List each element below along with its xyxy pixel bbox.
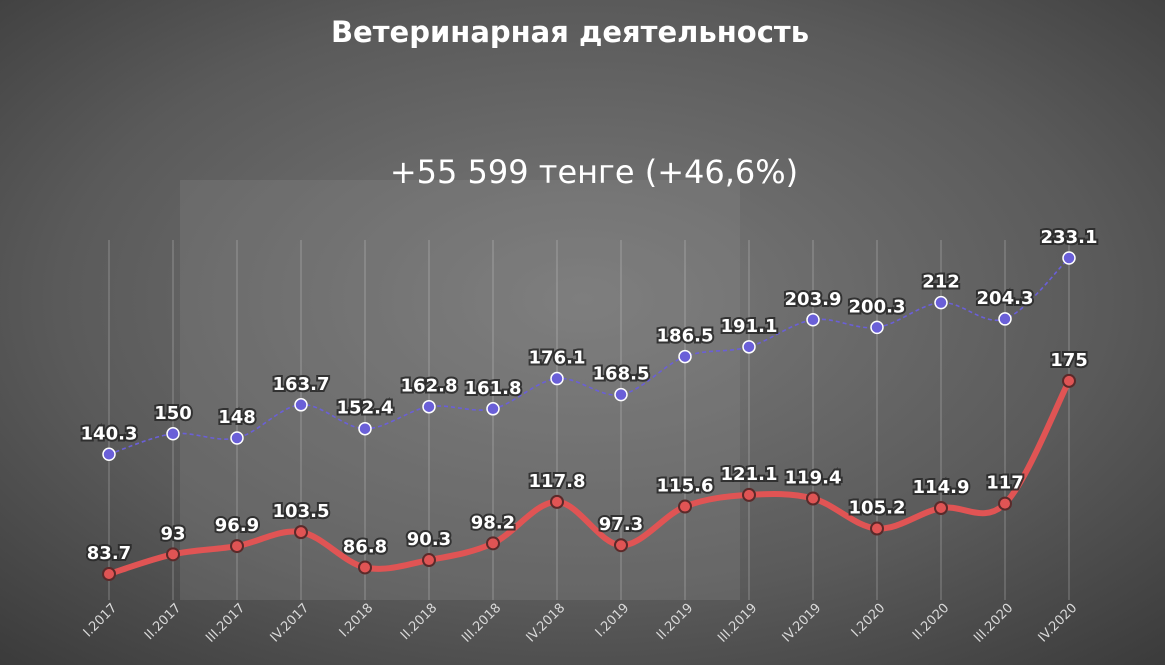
data-label: 175 <box>1050 350 1088 371</box>
point <box>934 295 948 310</box>
data-label: 103.5 <box>273 501 330 522</box>
point <box>294 525 308 540</box>
chart-subtitle: +55 599 тенге (+46,6%) <box>390 153 798 191</box>
data-label: 204.3 <box>977 288 1034 309</box>
point <box>614 538 628 553</box>
data-label: 105.2 <box>849 498 906 519</box>
data-label: 168.5 <box>593 364 650 385</box>
data-label: 117 <box>986 473 1024 494</box>
data-label: 140.3 <box>81 423 138 444</box>
point <box>998 496 1012 511</box>
data-label: 162.8 <box>401 376 458 397</box>
point <box>614 387 628 402</box>
series-line <box>108 257 1070 456</box>
data-label: 83.7 <box>87 543 131 564</box>
data-label: 119.4 <box>785 467 842 488</box>
point <box>1062 373 1076 388</box>
data-label: 176.1 <box>529 348 586 369</box>
point <box>358 421 372 436</box>
point <box>1062 251 1076 265</box>
data-label: 212 <box>922 272 960 293</box>
series-line <box>108 379 1072 577</box>
data-label: 191.1 <box>721 316 778 337</box>
point <box>166 547 180 562</box>
data-label: 93 <box>160 523 185 544</box>
data-label: 161.8 <box>465 378 522 399</box>
data-label: 114.9 <box>913 477 970 498</box>
point <box>102 447 116 462</box>
point <box>742 487 756 502</box>
point <box>870 521 884 536</box>
point <box>806 313 820 327</box>
data-label: 203.9 <box>785 289 842 310</box>
data-label: 86.8 <box>343 536 387 557</box>
point <box>550 494 564 509</box>
data-label: 150 <box>154 403 192 424</box>
point <box>294 398 308 412</box>
point <box>230 431 244 445</box>
data-label: 200.3 <box>849 296 906 317</box>
point <box>806 491 820 506</box>
point <box>422 553 436 568</box>
point <box>678 349 692 364</box>
background-blur <box>180 180 740 600</box>
point <box>934 501 948 516</box>
point <box>358 560 372 575</box>
data-label: 163.7 <box>273 374 330 395</box>
data-label: 152.4 <box>337 398 394 419</box>
data-label: 121.1 <box>721 464 778 485</box>
data-label: 96.9 <box>215 515 259 536</box>
data-label: 117.8 <box>529 471 586 492</box>
data-label: 90.3 <box>407 529 451 550</box>
point <box>486 536 500 551</box>
point <box>422 399 436 414</box>
point <box>486 402 500 416</box>
point <box>102 567 116 581</box>
point <box>550 371 564 386</box>
data-label: 233.1 <box>1041 227 1098 248</box>
point <box>678 499 692 514</box>
data-label: 97.3 <box>599 514 643 535</box>
data-label: 186.5 <box>657 326 714 347</box>
chart-title: Ветеринарная деятельность <box>331 15 809 49</box>
point <box>230 539 244 554</box>
data-label: 98.2 <box>471 512 515 533</box>
point <box>870 320 884 335</box>
point <box>998 312 1012 326</box>
point <box>166 427 180 441</box>
point <box>742 340 756 354</box>
data-label: 115.6 <box>657 476 714 497</box>
data-label: 148 <box>218 407 256 428</box>
